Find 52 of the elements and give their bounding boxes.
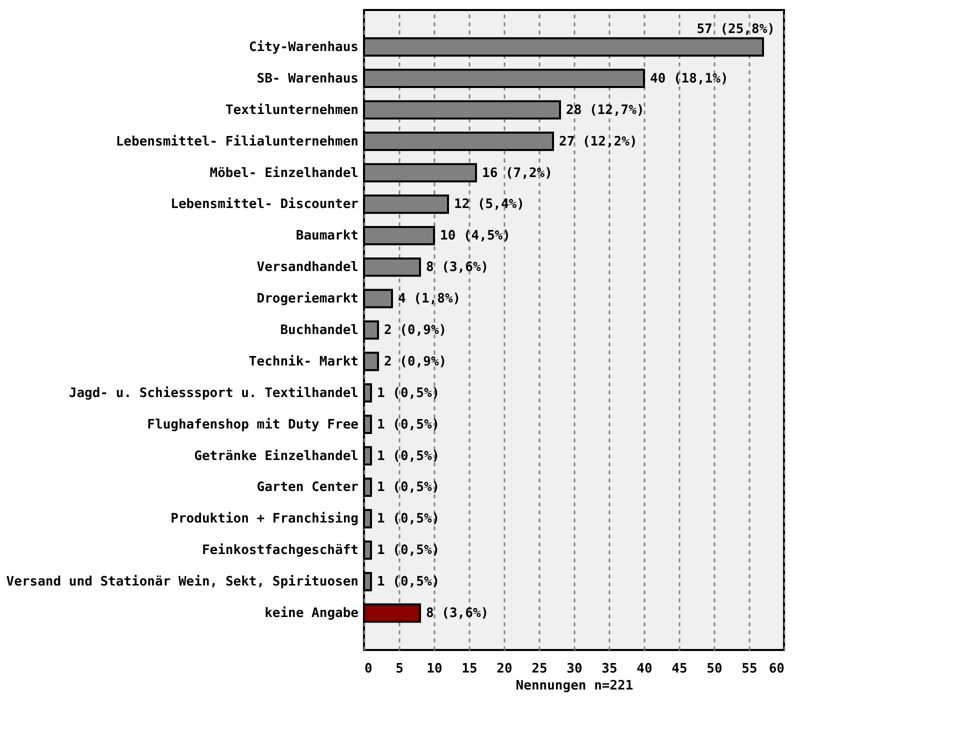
y-tick-label: Buchhandel [280, 323, 358, 338]
x-axis-title: Nennungen n=221 [516, 678, 634, 694]
y-tick-label: Garten Center [256, 480, 359, 496]
x-tick-label: 10 [426, 662, 442, 676]
x-tick-label: 30 [566, 662, 582, 676]
y-tick-label: Drogeriemarkt [256, 292, 358, 307]
x-tick-label: 45 [672, 662, 688, 676]
data-label: 1 (0,5%) [377, 448, 440, 464]
x-tick-label: 20 [496, 662, 512, 676]
data-label: 28 (12,7%) [566, 102, 644, 118]
y-tick-label: keine Angabe [264, 606, 359, 622]
data-label: 8 (3,6%) [426, 260, 489, 276]
data-label: 57 (25,8%) [696, 22, 775, 37]
y-tick-label: Versand und Stationär Wein, Sekt, Spirituosen [6, 574, 358, 590]
data-label: 1 (0,5%) [377, 480, 440, 496]
x-tick-label: 35 [602, 662, 618, 676]
x-tick-label: 40 [636, 662, 652, 676]
y-tick-label: Feinkostfachgeschäft [202, 543, 358, 558]
data-label: 40 (18,1%) [650, 71, 728, 86]
x-tick-label: 50 [706, 662, 722, 676]
data-label: 2 (0,9%) [384, 354, 447, 370]
y-tick-label: Produktion + Franchising [170, 512, 358, 527]
y-tick-label: Jagd- u. Schiesssport u. Textilhandel [68, 386, 358, 401]
data-label: 8 (3,6%) [426, 606, 489, 622]
y-tick-label: SB- Warenhaus [256, 71, 358, 86]
data-label: 4 (1,8%) [398, 292, 461, 307]
data-label: 1 (0,5%) [377, 543, 440, 558]
y-tick-label: Lebensmittel- Discounter [170, 197, 359, 212]
data-label: 1 (0,5%) [377, 512, 440, 527]
y-tick-label: Versandhandel [256, 260, 358, 276]
x-tick-label: 5 [396, 662, 404, 676]
data-label: 1 (0,5%) [377, 574, 440, 590]
data-label: 27 (12,2%) [559, 134, 638, 150]
y-tick-label: Getränke Einzelhandel [194, 448, 358, 464]
x-tick-label: 25 [532, 662, 548, 676]
data-label: 1 (0,5%) [377, 417, 440, 432]
y-tick-label: Technik- Markt [248, 354, 358, 370]
x-tick-label: 60 [768, 662, 785, 676]
y-tick-label: City-Warenhaus [248, 40, 358, 55]
y-tick-label: Textilunternehmen [225, 102, 358, 118]
data-label: 16 (7,2%) [482, 166, 552, 181]
x-tick-label: 55 [742, 662, 758, 676]
y-tick-label: Möbel- Einzelhandel [210, 166, 358, 181]
data-label: 10 (4,5%) [440, 228, 510, 244]
data-label: 12 (5,4%) [454, 197, 524, 212]
y-tick-label: Baumarkt [296, 228, 358, 244]
x-tick-label: 0 [364, 662, 372, 676]
y-tick-label: Flughafenshop mit Duty Free [147, 417, 359, 432]
y-tick-label: Lebensmittel- Filialunternehmen [116, 134, 358, 150]
x-tick-label: 15 [462, 662, 478, 676]
data-label: 1 (0,5%) [377, 386, 440, 401]
data-label: 2 (0,9%) [384, 323, 447, 338]
